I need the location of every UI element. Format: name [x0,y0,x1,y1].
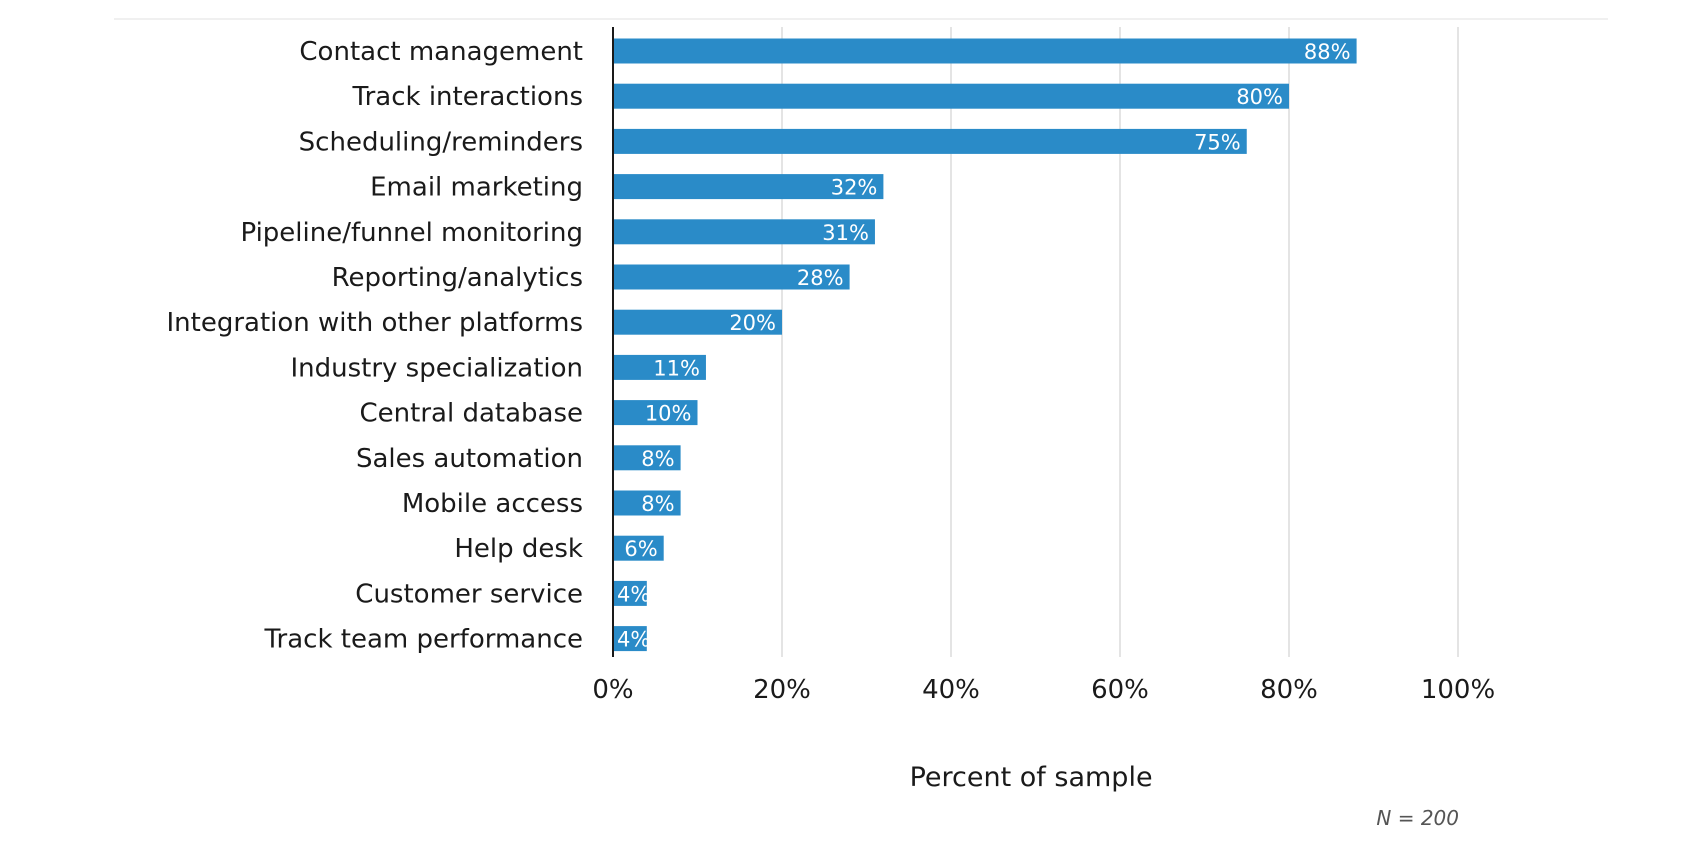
bar-value-label: 80% [1236,85,1283,109]
bar-value-labels: 88% 80% 75% 32% 31% 28% 20% 11% 10% 8% 8% 6% 4% 4% [617,40,1351,652]
x-tick-label: 40% [922,675,980,705]
bars [613,38,1357,652]
bar [613,219,875,245]
bar [613,400,698,426]
category-label: Integration with other platforms [166,308,583,338]
category-label: Help desk [454,534,583,564]
bar [613,445,681,471]
bar-value-label: 4% [617,628,650,652]
bar-value-label: 8% [641,447,674,471]
x-tick-label: 80% [1260,675,1318,705]
sample-size-note: N = 200 [1376,806,1459,830]
bar-value-label: 28% [797,266,844,290]
category-label: Pipeline/funnel monitoring [240,218,583,248]
bar-value-label: 75% [1194,130,1241,154]
bar [613,354,706,380]
category-label: Mobile access [402,489,583,519]
bar [613,535,664,561]
bar-value-label: 11% [653,356,700,380]
bar [613,128,1247,154]
bar [613,174,884,200]
bar-value-label: 20% [729,311,776,335]
category-label: Reporting/analytics [332,263,583,293]
category-label: Scheduling/reminders [299,127,583,157]
x-tick-label: 0% [592,675,633,705]
bar-value-label: 10% [645,402,692,426]
x-tick-label: 60% [1091,675,1149,705]
category-label: Contact management [299,37,583,67]
gridlines [781,27,1459,657]
bar-value-label: 4% [617,582,650,606]
x-tick-label: 100% [1421,675,1495,705]
bar-value-label: 6% [624,537,657,561]
bar [613,626,647,652]
x-tick-label: 20% [753,675,811,705]
bar [613,309,782,335]
category-label: Industry specialization [290,353,583,383]
bar [613,83,1289,109]
category-labels: Contact management Track interactions Sche… [166,37,583,655]
bar-value-label: 32% [831,176,878,200]
bar [613,38,1357,64]
bar [613,490,681,516]
category-label: Sales automation [356,444,583,474]
bar-value-label: 8% [641,492,674,516]
category-label: Customer service [355,579,583,609]
bar-value-label: 31% [822,221,869,245]
bar [613,264,850,290]
category-label: Track team performance [263,625,583,655]
category-label: Central database [360,399,583,429]
x-tick-labels: 0% 20% 40% 60% 80% 100% [592,675,1495,705]
x-axis-title: Percent of sample [910,762,1153,793]
category-label: Email marketing [370,173,583,203]
bar-value-label: 88% [1304,40,1351,64]
category-label: Track interactions [352,82,583,112]
bar [613,580,647,606]
